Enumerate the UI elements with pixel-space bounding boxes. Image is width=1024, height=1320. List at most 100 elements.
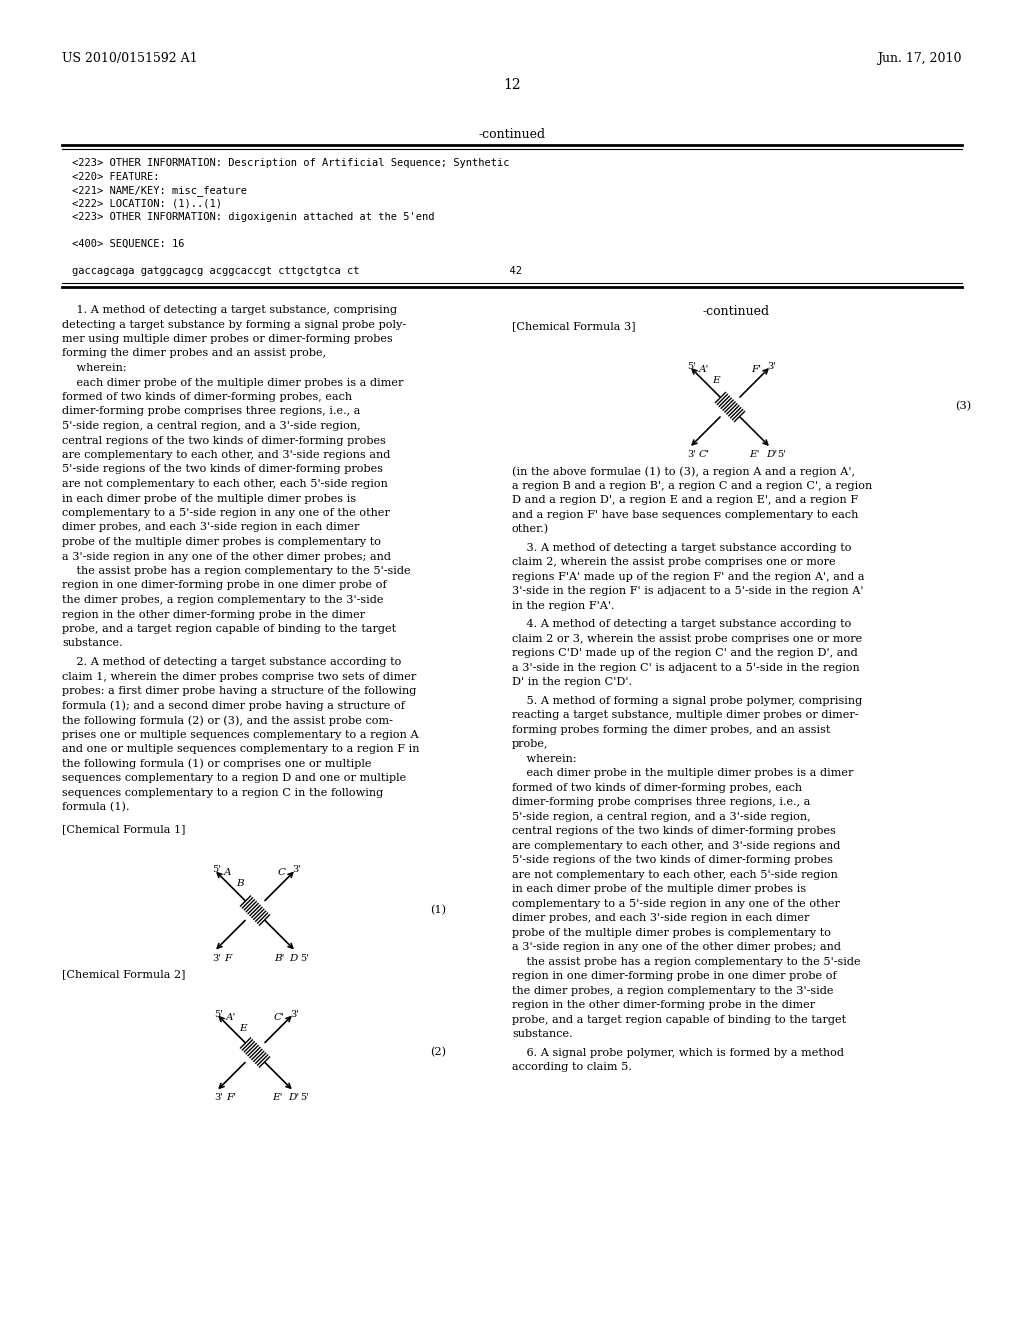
Text: the assist probe has a region complementary to the 5'-side: the assist probe has a region complement… bbox=[62, 566, 411, 576]
Text: claim 1, wherein the dimer probes comprise two sets of dimer: claim 1, wherein the dimer probes compri… bbox=[62, 672, 416, 681]
Text: dimer-forming probe comprises three regions, i.e., a: dimer-forming probe comprises three regi… bbox=[62, 407, 360, 417]
Text: each dimer probe of the multiple dimer probes is a dimer: each dimer probe of the multiple dimer p… bbox=[62, 378, 403, 388]
Text: -continued: -continued bbox=[478, 128, 546, 141]
Text: 5'-side region, a central region, and a 3'-side region,: 5'-side region, a central region, and a … bbox=[62, 421, 360, 432]
Text: probe of the multiple dimer probes is complementary to: probe of the multiple dimer probes is co… bbox=[62, 537, 381, 546]
Text: gaccagcaga gatggcagcg acggcaccgt cttgctgtca ct                        42: gaccagcaga gatggcagcg acggcaccgt cttgctg… bbox=[72, 267, 522, 276]
Text: are complementary to each other, and 3'-side regions and: are complementary to each other, and 3'-… bbox=[512, 841, 841, 850]
Text: F': F' bbox=[751, 366, 761, 374]
Text: central regions of the two kinds of dimer-forming probes: central regions of the two kinds of dime… bbox=[512, 826, 836, 836]
Text: a 3'-side region in any one of the other dimer probes; and: a 3'-side region in any one of the other… bbox=[62, 552, 391, 561]
Text: wherein:: wherein: bbox=[512, 754, 577, 763]
Text: the following formula (2) or (3), and the assist probe com-: the following formula (2) or (3), and th… bbox=[62, 715, 393, 726]
Text: A': A' bbox=[699, 366, 710, 374]
Text: 6. A signal probe polymer, which is formed by a method: 6. A signal probe polymer, which is form… bbox=[512, 1048, 844, 1057]
Text: formula (1); and a second dimer probe having a structure of: formula (1); and a second dimer probe ha… bbox=[62, 701, 404, 711]
Text: are not complementary to each other, each 5'-side region: are not complementary to each other, eac… bbox=[62, 479, 388, 488]
Text: are not complementary to each other, each 5'-side region: are not complementary to each other, eac… bbox=[512, 870, 838, 879]
Text: probe of the multiple dimer probes is complementary to: probe of the multiple dimer probes is co… bbox=[512, 928, 831, 937]
Text: claim 2, wherein the assist probe comprises one or more: claim 2, wherein the assist probe compri… bbox=[512, 557, 836, 568]
Text: 3': 3' bbox=[214, 1093, 223, 1102]
Text: probes: a first dimer probe having a structure of the following: probes: a first dimer probe having a str… bbox=[62, 686, 417, 696]
Text: are complementary to each other, and 3'-side regions and: are complementary to each other, and 3'-… bbox=[62, 450, 390, 459]
Text: 3': 3' bbox=[767, 362, 776, 371]
Text: (3): (3) bbox=[955, 401, 971, 412]
Text: a 3'-side in the region C' is adjacent to a 5'-side in the region: a 3'-side in the region C' is adjacent t… bbox=[512, 663, 860, 672]
Text: 5'-side region, a central region, and a 3'-side region,: 5'-side region, a central region, and a … bbox=[512, 812, 811, 821]
Text: 5': 5' bbox=[300, 953, 309, 962]
Text: and one or multiple sequences complementary to a region F in: and one or multiple sequences complement… bbox=[62, 744, 420, 754]
Text: each dimer probe in the multiple dimer probes is a dimer: each dimer probe in the multiple dimer p… bbox=[512, 768, 853, 777]
Text: -continued: -continued bbox=[702, 305, 770, 318]
Text: D and a region D', a region E and a region E', and a region F: D and a region D', a region E and a regi… bbox=[512, 495, 858, 506]
Text: substance.: substance. bbox=[62, 639, 123, 648]
Text: 3': 3' bbox=[292, 866, 301, 874]
Text: mer using multiple dimer probes or dimer-forming probes: mer using multiple dimer probes or dimer… bbox=[62, 334, 393, 345]
Text: E': E' bbox=[272, 1093, 283, 1102]
Text: regions F'A' made up of the region F' and the region A', and a: regions F'A' made up of the region F' an… bbox=[512, 572, 864, 582]
Text: 5'-side regions of the two kinds of dimer-forming probes: 5'-side regions of the two kinds of dime… bbox=[62, 465, 383, 474]
Text: other.): other.) bbox=[512, 524, 549, 535]
Text: (in the above formulae (1) to (3), a region A and a region A',: (in the above formulae (1) to (3), a reg… bbox=[512, 466, 855, 477]
Text: forming the dimer probes and an assist probe,: forming the dimer probes and an assist p… bbox=[62, 348, 326, 359]
Text: reacting a target substance, multiple dimer probes or dimer-: reacting a target substance, multiple di… bbox=[512, 710, 858, 719]
Text: region in one dimer-forming probe in one dimer probe of: region in one dimer-forming probe in one… bbox=[62, 581, 387, 590]
Text: probe, and a target region capable of binding to the target: probe, and a target region capable of bi… bbox=[62, 624, 396, 634]
Text: [Chemical Formula 2]: [Chemical Formula 2] bbox=[62, 969, 185, 979]
Text: <223> OTHER INFORMATION: Description of Artificial Sequence; Synthetic: <223> OTHER INFORMATION: Description of … bbox=[72, 158, 510, 168]
Text: forming probes forming the dimer probes, and an assist: forming probes forming the dimer probes,… bbox=[512, 725, 830, 734]
Text: 5': 5' bbox=[777, 450, 785, 459]
Text: wherein:: wherein: bbox=[62, 363, 127, 374]
Text: 1. A method of detecting a target substance, comprising: 1. A method of detecting a target substa… bbox=[62, 305, 397, 315]
Text: claim 2 or 3, wherein the assist probe comprises one or more: claim 2 or 3, wherein the assist probe c… bbox=[512, 634, 862, 644]
Text: in each dimer probe of the multiple dimer probes is: in each dimer probe of the multiple dime… bbox=[512, 884, 806, 894]
Text: 3. A method of detecting a target substance according to: 3. A method of detecting a target substa… bbox=[512, 543, 852, 553]
Text: formed of two kinds of dimer-forming probes, each: formed of two kinds of dimer-forming pro… bbox=[512, 783, 802, 792]
Text: B': B' bbox=[274, 953, 285, 962]
Text: complementary to a 5'-side region in any one of the other: complementary to a 5'-side region in any… bbox=[62, 508, 390, 517]
Text: probe, and a target region capable of binding to the target: probe, and a target region capable of bi… bbox=[512, 1015, 846, 1024]
Text: the dimer probes, a region complementary to the 3'-side: the dimer probes, a region complementary… bbox=[62, 595, 384, 605]
Text: complementary to a 5'-side region in any one of the other: complementary to a 5'-side region in any… bbox=[512, 899, 840, 908]
Text: the assist probe has a region complementary to the 5'-side: the assist probe has a region complement… bbox=[512, 957, 860, 966]
Text: 3': 3' bbox=[212, 953, 221, 962]
Text: C: C bbox=[278, 869, 286, 878]
Text: C': C' bbox=[273, 1012, 285, 1022]
Text: 5. A method of forming a signal probe polymer, comprising: 5. A method of forming a signal probe po… bbox=[512, 696, 862, 705]
Text: central regions of the two kinds of dimer-forming probes: central regions of the two kinds of dime… bbox=[62, 436, 386, 446]
Text: a 3'-side region in any one of the other dimer probes; and: a 3'-side region in any one of the other… bbox=[512, 942, 841, 952]
Text: F: F bbox=[224, 953, 231, 962]
Text: according to claim 5.: according to claim 5. bbox=[512, 1063, 632, 1072]
Text: region in the other dimer-forming probe in the dimer: region in the other dimer-forming probe … bbox=[512, 1001, 815, 1010]
Text: US 2010/0151592 A1: US 2010/0151592 A1 bbox=[62, 51, 198, 65]
Text: 4. A method of detecting a target substance according to: 4. A method of detecting a target substa… bbox=[512, 619, 851, 630]
Text: 12: 12 bbox=[503, 78, 521, 92]
Text: prises one or multiple sequences complementary to a region A: prises one or multiple sequences complem… bbox=[62, 730, 419, 739]
Text: 5': 5' bbox=[212, 866, 221, 874]
Text: region in one dimer-forming probe in one dimer probe of: region in one dimer-forming probe in one… bbox=[512, 972, 837, 981]
Text: detecting a target substance by forming a signal probe poly-: detecting a target substance by forming … bbox=[62, 319, 407, 330]
Text: <222> LOCATION: (1)..(1): <222> LOCATION: (1)..(1) bbox=[72, 198, 222, 209]
Text: 5': 5' bbox=[214, 1010, 223, 1019]
Text: E: E bbox=[712, 376, 720, 385]
Text: (2): (2) bbox=[430, 1047, 446, 1057]
Text: sequences complementary to a region C in the following: sequences complementary to a region C in… bbox=[62, 788, 383, 797]
Text: a region B and a region B', a region C and a region C', a region: a region B and a region B', a region C a… bbox=[512, 480, 872, 491]
Text: 2. A method of detecting a target substance according to: 2. A method of detecting a target substa… bbox=[62, 657, 401, 667]
Text: A': A' bbox=[226, 1012, 237, 1022]
Text: D': D' bbox=[766, 450, 777, 459]
Text: B: B bbox=[236, 879, 244, 888]
Text: and a region F' have base sequences complementary to each: and a region F' have base sequences comp… bbox=[512, 510, 858, 520]
Text: the dimer probes, a region complementary to the 3'-side: the dimer probes, a region complementary… bbox=[512, 986, 834, 995]
Text: <400> SEQUENCE: 16: <400> SEQUENCE: 16 bbox=[72, 239, 184, 249]
Text: <223> OTHER INFORMATION: digoxigenin attached at the 5'end: <223> OTHER INFORMATION: digoxigenin att… bbox=[72, 213, 434, 222]
Text: (1): (1) bbox=[430, 904, 446, 915]
Text: <221> NAME/KEY: misc_feature: <221> NAME/KEY: misc_feature bbox=[72, 185, 247, 195]
Text: formed of two kinds of dimer-forming probes, each: formed of two kinds of dimer-forming pro… bbox=[62, 392, 352, 403]
Text: sequences complementary to a region D and one or multiple: sequences complementary to a region D an… bbox=[62, 774, 407, 783]
Text: C': C' bbox=[699, 450, 710, 459]
Text: formula (1).: formula (1). bbox=[62, 803, 129, 812]
Text: region in the other dimer-forming probe in the dimer: region in the other dimer-forming probe … bbox=[62, 610, 366, 619]
Text: D' in the region C'D'.: D' in the region C'D'. bbox=[512, 677, 632, 686]
Text: E': E' bbox=[749, 450, 760, 459]
